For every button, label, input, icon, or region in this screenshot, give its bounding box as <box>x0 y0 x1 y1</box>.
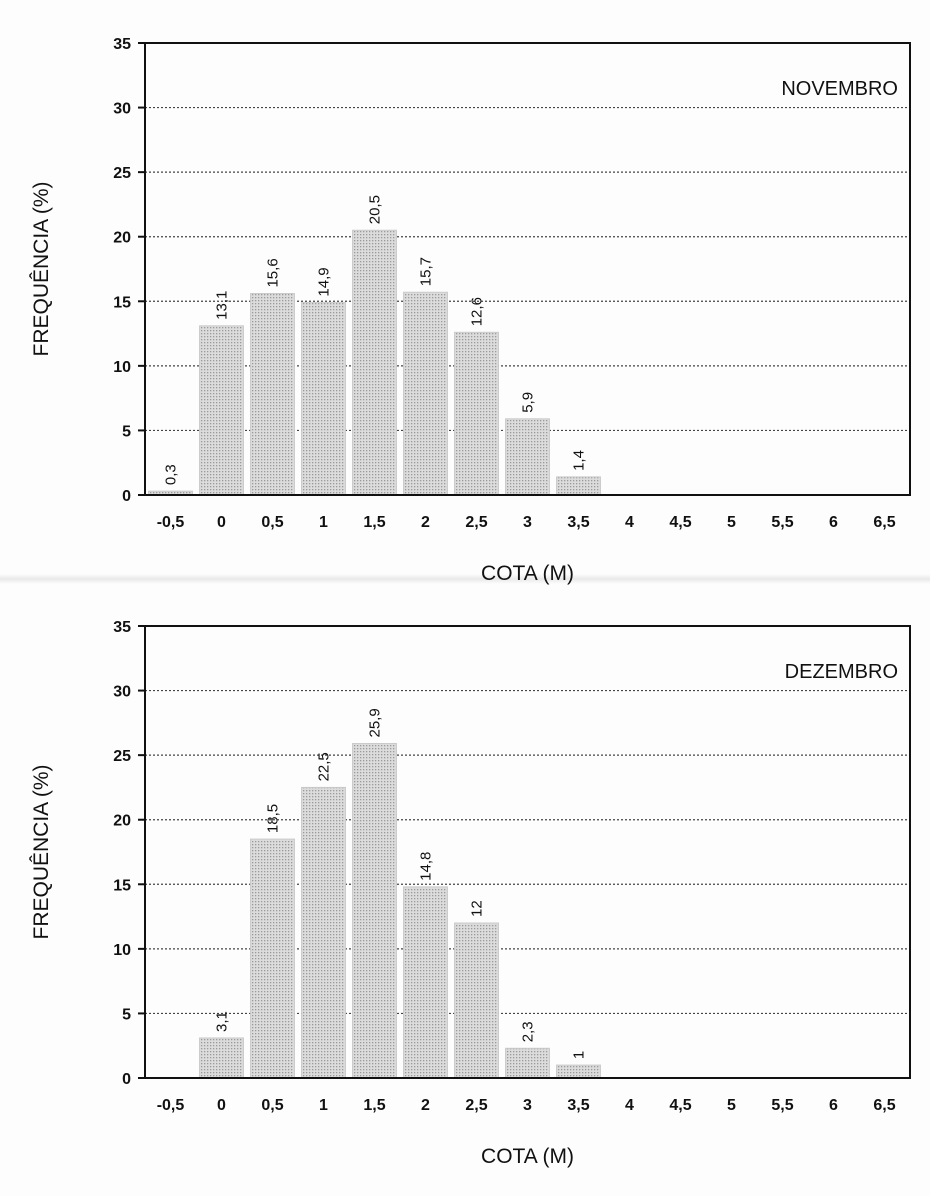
data-label: 15,7 <box>418 257 435 286</box>
data-label: 1,4 <box>571 450 588 471</box>
x-tick-label: -0,5 <box>157 1097 185 1114</box>
y-tick-label: 0 <box>122 1071 131 1088</box>
bar <box>199 325 244 496</box>
bar <box>352 229 397 496</box>
bar <box>454 922 499 1079</box>
x-tick-label: 1,5 <box>363 514 385 531</box>
x-tick-label: 6 <box>829 514 838 531</box>
x-tick-label: 3,5 <box>567 1097 589 1114</box>
x-tick-label: 2,5 <box>465 514 487 531</box>
y-tick-label: 0 <box>122 488 131 505</box>
y-tick-label: 15 <box>113 294 131 311</box>
data-label: 12 <box>469 900 486 917</box>
data-label: 13,1 <box>214 291 231 320</box>
x-tick-label: 5 <box>727 514 736 531</box>
y-tick-label: 25 <box>113 748 131 765</box>
data-label: 12,6 <box>469 297 486 326</box>
x-tick-label: 0 <box>217 514 226 531</box>
data-label: 14,8 <box>418 852 435 881</box>
bar <box>301 786 346 1079</box>
chart-novembro: 0 5 10 15 20 25 30 35 -0,5 0 0,5 1 1,5 2 2,5 3 3,5 4 4,5 5 5… <box>30 36 911 585</box>
x-tick-label: 4,5 <box>669 514 691 531</box>
scan-fold-band <box>0 574 930 584</box>
y-axis-title: FREQUÊNCIA (%) <box>30 764 53 939</box>
bar <box>250 838 295 1079</box>
bar <box>301 302 346 496</box>
x-tick-label: 4 <box>625 1097 634 1114</box>
data-label: 22,5 <box>316 752 333 781</box>
x-tick-label: 4,5 <box>669 1097 691 1114</box>
y-tick-label: 5 <box>122 1006 131 1023</box>
data-label: 14,9 <box>316 267 333 296</box>
y-tick-label: 10 <box>113 942 131 959</box>
bar <box>403 291 448 496</box>
x-tick-label: 6,5 <box>873 514 895 531</box>
y-axis-title: FREQUÊNCIA (%) <box>30 181 53 356</box>
data-label: 3,1 <box>214 1011 231 1032</box>
x-tick-label: 2,5 <box>465 1097 487 1114</box>
data-label: 18,5 <box>265 804 282 833</box>
data-label: 1 <box>571 1051 588 1059</box>
chart-title: NOVEMBRO <box>781 78 898 100</box>
data-label: 15,6 <box>265 258 282 287</box>
x-tick-label: 1 <box>319 514 328 531</box>
x-tick-label: 2 <box>421 514 430 531</box>
y-tick-label: 30 <box>113 684 131 701</box>
x-axis-title: COTA (M) <box>481 562 574 585</box>
bar <box>505 418 550 496</box>
x-tick-label: 3,5 <box>567 514 589 531</box>
x-tick-label: 5,5 <box>771 1097 793 1114</box>
y-tick-label: 20 <box>113 230 131 247</box>
x-tick-label: 1,5 <box>363 1097 385 1114</box>
data-label: 0,3 <box>163 464 180 485</box>
bar <box>199 1037 244 1079</box>
bar <box>403 886 448 1079</box>
y-tick-label: 30 <box>113 101 131 118</box>
bar <box>352 743 397 1079</box>
y-tick-label: 20 <box>113 813 131 830</box>
bar <box>505 1047 550 1079</box>
bar <box>250 293 295 496</box>
x-tick-label: 3 <box>523 514 532 531</box>
data-label: 2,3 <box>520 1021 537 1042</box>
x-tick-label: 6 <box>829 1097 838 1114</box>
y-tick-label: 35 <box>113 36 131 53</box>
x-tick-label: 2 <box>421 1097 430 1114</box>
plot-frame <box>144 625 911 1079</box>
x-tick-label: 0,5 <box>261 514 283 531</box>
bar <box>556 476 601 496</box>
x-tick-label: 6,5 <box>873 1097 895 1114</box>
y-tick-label: 15 <box>113 877 131 894</box>
x-tick-label: 1 <box>319 1097 328 1114</box>
x-tick-label: 3 <box>523 1097 532 1114</box>
x-tick-label: 5,5 <box>771 514 793 531</box>
y-tick-label: 35 <box>113 619 131 636</box>
x-tick-label: 0,5 <box>261 1097 283 1114</box>
data-label: 5,9 <box>520 392 537 413</box>
x-tick-label: 0 <box>217 1097 226 1114</box>
y-tick-label: 25 <box>113 165 131 182</box>
data-label: 25,9 <box>367 708 384 737</box>
y-tick-label: 10 <box>113 359 131 376</box>
x-tick-label: 4 <box>625 514 634 531</box>
y-tick-label: 5 <box>122 423 131 440</box>
x-axis-title: COTA (M) <box>481 1145 574 1168</box>
data-label: 20,5 <box>367 195 384 224</box>
chart-title: DEZEMBRO <box>785 661 898 683</box>
x-tick-label: -0,5 <box>157 514 185 531</box>
bar <box>454 331 499 496</box>
x-tick-label: 5 <box>727 1097 736 1114</box>
plot-frame <box>144 42 911 496</box>
bar <box>556 1064 601 1079</box>
